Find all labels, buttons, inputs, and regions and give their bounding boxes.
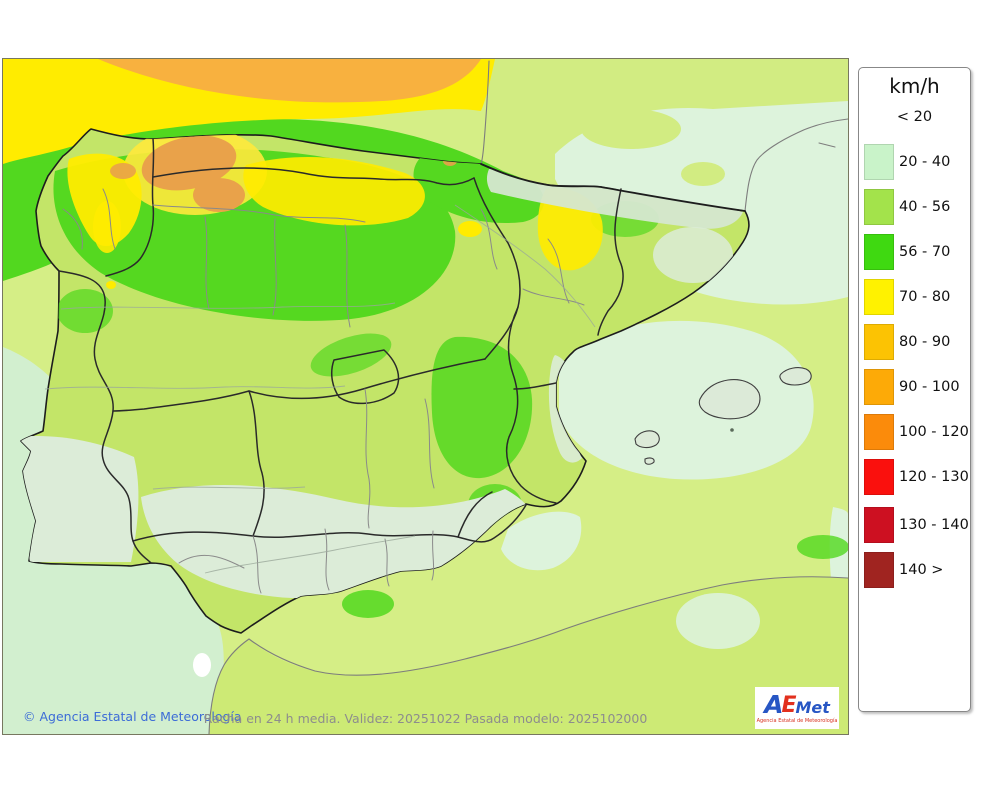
- sea-orange-band: [98, 59, 481, 103]
- mallorca-island: [698, 379, 761, 420]
- river-guadalquivir: [204, 535, 416, 574]
- sea-green-alboran: [342, 590, 394, 618]
- legend-label: 130 - 140: [899, 517, 969, 533]
- legend-swatch: [864, 552, 894, 588]
- legend-row: 140 >: [859, 552, 970, 588]
- border-clm-east: [505, 306, 557, 504]
- orange-zone-leon: [141, 135, 237, 191]
- border-catalonia-west: [597, 188, 624, 336]
- border-portugal-spain: [58, 270, 152, 564]
- menorca-island: [779, 367, 812, 386]
- border-madrid: [330, 349, 400, 405]
- wind-speed-legend: km/h < 20 20 - 40 40 - 56 56 - 70 70 - 8…: [858, 67, 971, 712]
- legend-label: 70 - 80: [899, 289, 951, 305]
- aemet-logo: A E Met Agencia Estatal de Meteorología: [755, 687, 839, 729]
- orange-zone-picos: [193, 178, 245, 212]
- province-borders: [62, 188, 585, 594]
- rivers: [44, 204, 596, 574]
- legend-row: 130 - 140: [859, 507, 970, 543]
- legend-label: 56 - 70: [899, 244, 951, 260]
- sea-mint-valencia-gulf: [559, 320, 814, 480]
- spain-wind-gust-map: [3, 59, 848, 734]
- logo-letter-a: A: [764, 690, 784, 719]
- legend-row: 70 - 80: [859, 279, 970, 315]
- legend-label: 40 - 56: [899, 199, 951, 215]
- africa-mint-patch: [676, 593, 760, 649]
- legend-label-lt-20: < 20: [896, 109, 933, 125]
- balearic-islands: [634, 367, 812, 465]
- france-yg-patch: [581, 109, 681, 149]
- mint-zone-girona: [653, 227, 733, 283]
- legend-label: 140 >: [899, 562, 944, 578]
- yellow-dot-portugal: [106, 281, 116, 289]
- france-atlantic-coast: [480, 60, 490, 165]
- river-ebro: [454, 204, 596, 328]
- cabrera-island: [730, 428, 734, 432]
- legend-swatch: [864, 144, 894, 180]
- logo-letters-met: Met: [795, 698, 830, 717]
- legend-label: 100 - 120: [899, 424, 969, 440]
- legend-swatch: [864, 279, 894, 315]
- mint-zone-south-portugal: [21, 435, 139, 562]
- border-murcia: [457, 491, 493, 538]
- yellow-dot-rioja: [458, 221, 482, 237]
- legend-swatch: [864, 369, 894, 405]
- legend-label: 20 - 40: [899, 154, 951, 170]
- border-extremadura-east: [248, 390, 265, 537]
- border-andalusia-north: [132, 504, 527, 543]
- yellow-zone-cantabria: [243, 157, 425, 226]
- pyrenees-border: [480, 163, 746, 212]
- formentera-island: [644, 457, 655, 465]
- river-duero: [60, 302, 396, 310]
- legend-title: km/h: [889, 74, 940, 98]
- logo-letter-e: E: [781, 693, 797, 718]
- france-mediterranean-coast: [744, 118, 848, 212]
- legend-row: 90 - 100: [859, 369, 970, 405]
- border-cyl-south: [112, 358, 486, 412]
- legend-swatch: [864, 234, 894, 270]
- region-borders: [58, 138, 624, 564]
- france-yg-patch: [681, 162, 725, 186]
- copyright-text: © Agencia Estatal de Meteorología: [23, 709, 242, 724]
- legend-row: 40 - 56: [859, 189, 970, 225]
- legend-swatch: [864, 507, 894, 543]
- narbonne-lagoon-mark: [818, 142, 836, 148]
- legend-label: 80 - 90: [899, 334, 951, 350]
- legend-swatch: [864, 189, 894, 225]
- border-valencia-north: [513, 382, 557, 390]
- aemet-logo-word: A E Met: [764, 692, 830, 717]
- legend-label: 90 - 100: [899, 379, 960, 395]
- orange-dot-galicia: [110, 163, 136, 179]
- legend-row: 100 - 120: [859, 414, 970, 450]
- legend-swatch: [864, 459, 894, 495]
- map-panel: © Agencia Estatal de Meteorología Racha …: [2, 58, 849, 735]
- river-guadiana: [152, 486, 306, 490]
- border-cyl-east: [473, 177, 521, 360]
- ibiza-island: [634, 430, 660, 449]
- legend-swatch: [864, 324, 894, 360]
- legend-label: 120 - 130: [899, 469, 969, 485]
- green-zone-portugal-north: [57, 289, 113, 333]
- white-patch: [193, 653, 211, 677]
- border-cantabrian: [152, 167, 475, 186]
- sea-mint-se-coast: [501, 511, 582, 571]
- green-zone-madrid-sierra: [310, 333, 392, 377]
- legend-row: 56 - 70: [859, 234, 970, 270]
- legend-row: 20 - 40: [859, 144, 970, 180]
- legend-row: 120 - 130: [859, 459, 970, 495]
- sea-green-east: [797, 535, 848, 559]
- africa-coastline: [208, 576, 848, 734]
- border-galicia: [105, 138, 155, 277]
- logo-subtitle: Agencia Estatal de Meteorología: [756, 718, 838, 724]
- model-info-text: Racha en 24 h media. Validez: 20251022 P…: [203, 711, 648, 726]
- legend-row: 80 - 90: [859, 324, 970, 360]
- legend-swatch: [864, 414, 894, 450]
- river-tajo: [44, 385, 346, 390]
- yellow-zone-galicia-south: [93, 201, 121, 253]
